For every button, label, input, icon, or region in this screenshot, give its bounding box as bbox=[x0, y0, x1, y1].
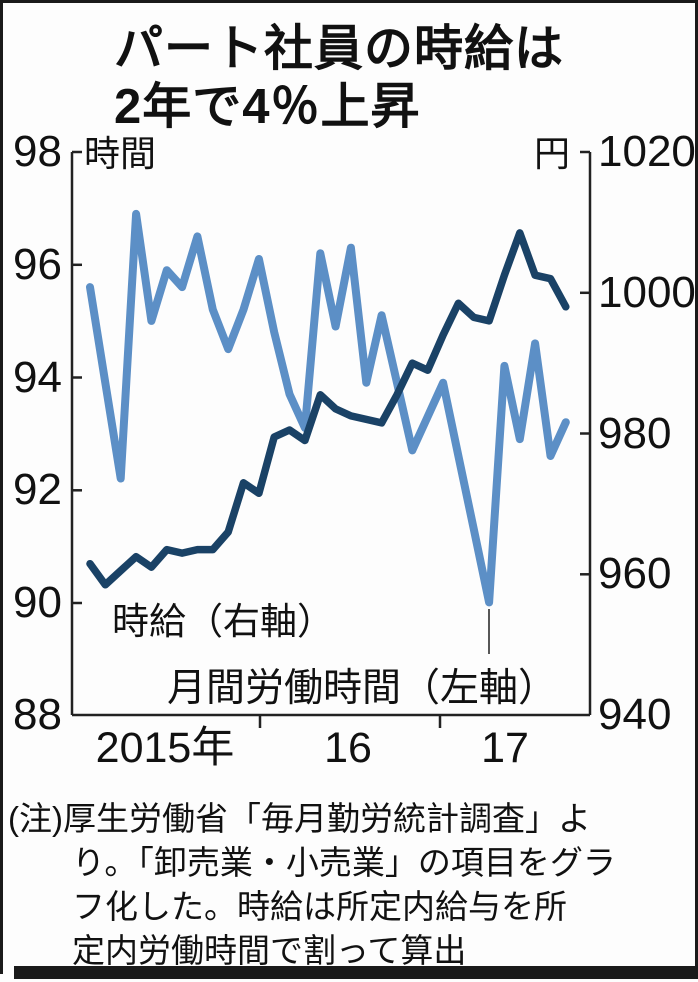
footnote-line3: フ化した。時給は所定内給与を所 bbox=[72, 888, 567, 925]
left-axis-unit-label: 時間 bbox=[84, 133, 157, 174]
right-tick-1020: 1020 bbox=[598, 127, 696, 176]
left-rule bbox=[0, 0, 3, 974]
hours-series-label: 月間労働時間（左軸） bbox=[167, 667, 558, 710]
left-tick-92: 92 bbox=[13, 465, 62, 514]
left-tick-98: 98 bbox=[13, 127, 62, 176]
bottom-separator-bar bbox=[14, 966, 698, 979]
footnote-line2: り。「卸売業・小売業」の項目をグラ bbox=[72, 844, 616, 881]
right-axis-unit-label: 円 bbox=[534, 133, 571, 174]
footnote-line1: (注)厚生労働省「毎月勤労統計調査」よ bbox=[8, 800, 591, 837]
left-tick-94: 94 bbox=[13, 353, 62, 402]
right-tick-1000: 1000 bbox=[598, 268, 696, 317]
right-tick-960: 960 bbox=[598, 549, 672, 598]
right-tick-940: 940 bbox=[598, 690, 672, 739]
x-label-2015: 2015年 bbox=[95, 724, 235, 772]
left-tick-88: 88 bbox=[13, 690, 62, 739]
chart-title-line2: 2年で4％上昇 bbox=[114, 80, 421, 134]
wage-series-line bbox=[86, 229, 570, 589]
chart-title-line1: パート社員の時給は bbox=[114, 22, 565, 76]
right-rule bbox=[695, 0, 698, 974]
hours-series-line bbox=[86, 209, 570, 607]
top-rule bbox=[0, 0, 698, 3]
footnote-line4: 定内労働時間で割って算出 bbox=[72, 932, 467, 969]
axis-ticks bbox=[72, 150, 590, 728]
x-label-16: 16 bbox=[324, 724, 372, 772]
left-tick-90: 90 bbox=[13, 578, 62, 627]
x-label-17: 17 bbox=[481, 724, 529, 772]
left-tick-96: 96 bbox=[13, 240, 62, 289]
wage-series-label: 時給（右軸） bbox=[112, 601, 334, 642]
right-tick-980: 980 bbox=[598, 409, 672, 458]
